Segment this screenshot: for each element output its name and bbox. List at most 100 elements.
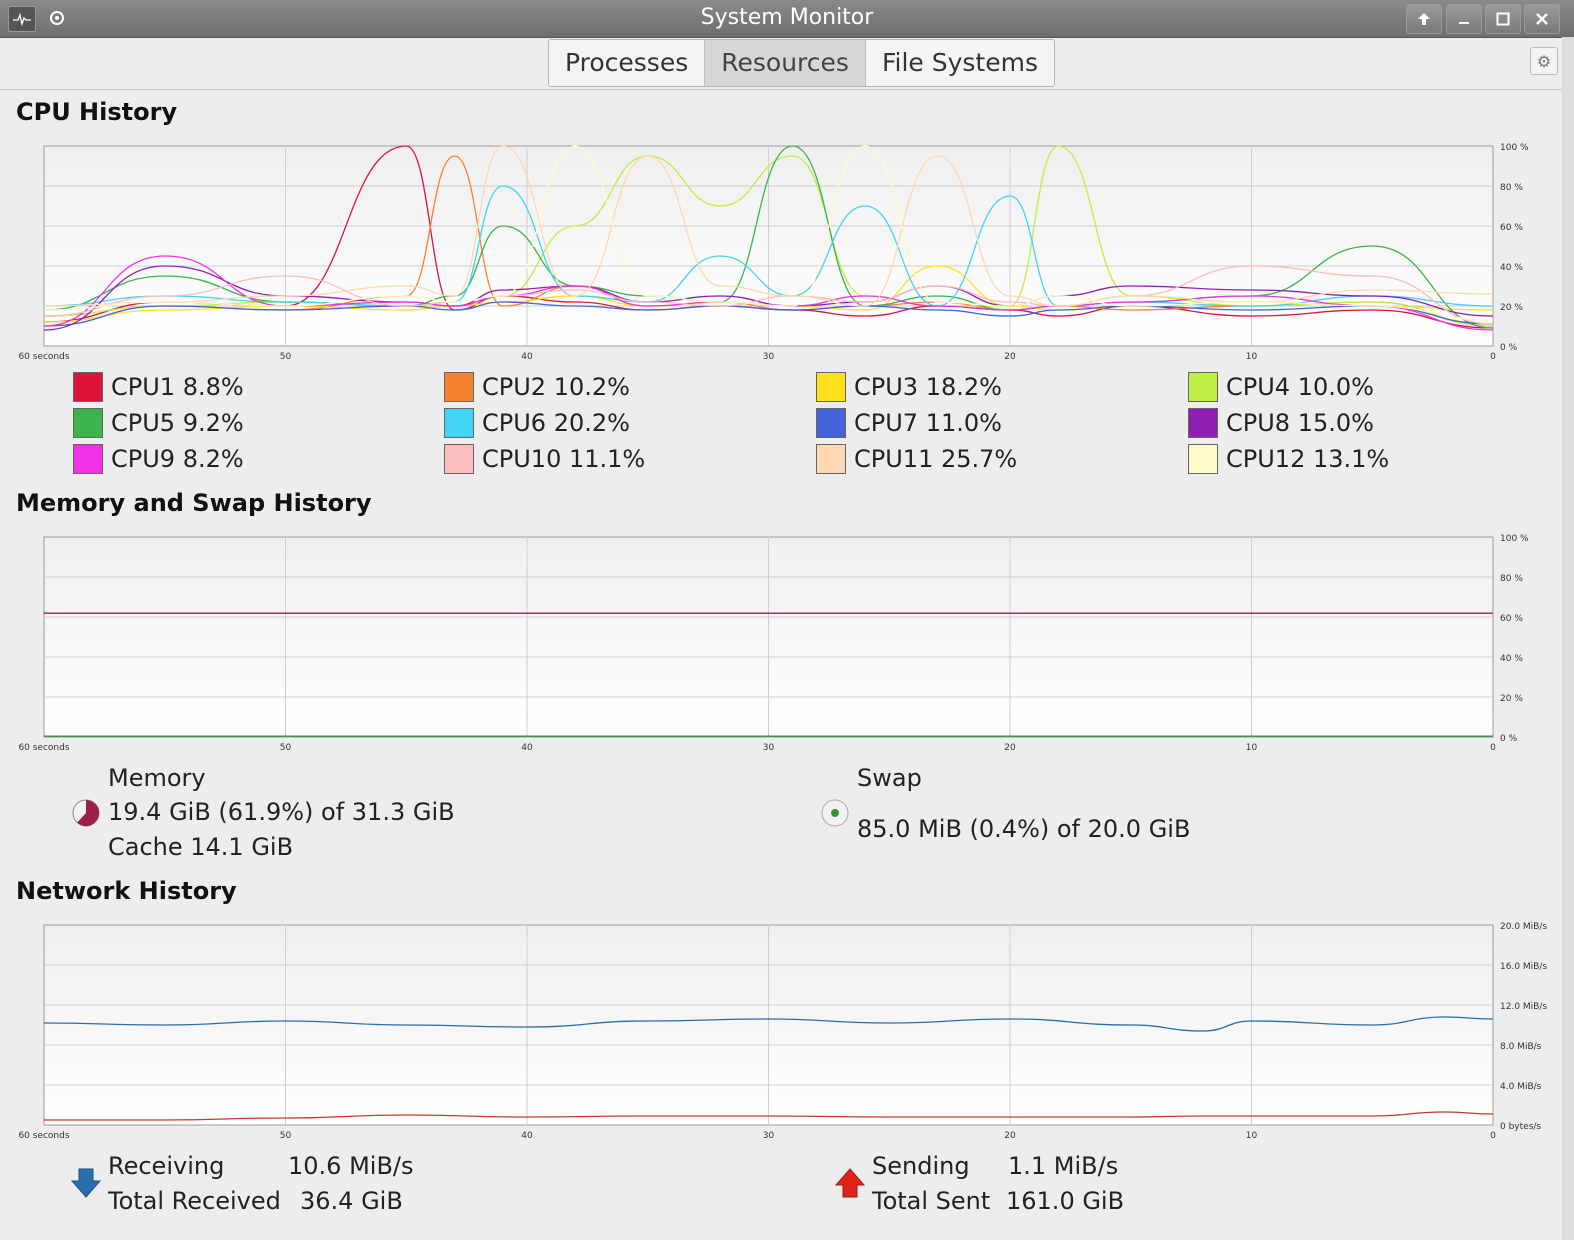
- cpu6-color-swatch[interactable]: [444, 408, 474, 438]
- y-tick-label: 4.0 MiB/s: [1500, 1082, 1542, 1092]
- total-received-label: Total Received: [108, 1187, 281, 1215]
- tab-resources[interactable]: Resources: [705, 40, 866, 86]
- receiving-arrow-icon[interactable]: [71, 1167, 101, 1199]
- y-tick-label: 100 %: [1500, 534, 1529, 544]
- y-tick-label: 20.0 MiB/s: [1500, 922, 1547, 932]
- gear-icon[interactable]: ⚙: [1530, 47, 1558, 75]
- series-line-cpu11: [43, 145, 1494, 307]
- cpu9-label: CPU9 8.2%: [111, 445, 244, 473]
- x-tick-label: 0: [1490, 743, 1496, 753]
- sending-arrow-icon[interactable]: [835, 1167, 865, 1199]
- y-tick-label: 60 %: [1500, 223, 1523, 233]
- x-tick-label: 50: [280, 1131, 292, 1141]
- receiving-rate: 10.6 MiB/s: [288, 1152, 414, 1180]
- app-icon[interactable]: [8, 6, 36, 32]
- legend-item-cpu1[interactable]: CPU1 8.8%: [73, 370, 244, 404]
- swap-pie-icon[interactable]: [820, 798, 850, 828]
- legend-item-cpu8[interactable]: CPU8 15.0%: [1188, 406, 1374, 440]
- x-tick-label: 30: [763, 352, 775, 362]
- series-line-sending: [44, 1111, 1494, 1121]
- legend-item-cpu4[interactable]: CPU4 10.0%: [1188, 370, 1374, 404]
- cpu8-color-swatch[interactable]: [1188, 408, 1218, 438]
- tab-file-systems[interactable]: File Systems: [881, 48, 1038, 77]
- x-tick-label: 40: [521, 1131, 533, 1141]
- y-tick-label: 100 %: [1500, 143, 1529, 153]
- cpu1-color-swatch[interactable]: [73, 372, 103, 402]
- close-icon[interactable]: [1524, 4, 1560, 34]
- legend-item-cpu3[interactable]: CPU3 18.2%: [816, 370, 1002, 404]
- tab-processes[interactable]: Processes: [549, 40, 706, 86]
- legend-item-cpu12[interactable]: CPU12 13.1%: [1188, 442, 1389, 476]
- cpu10-color-swatch[interactable]: [444, 444, 474, 474]
- total-sent-value: 161.0 GiB: [1006, 1187, 1125, 1215]
- network-history-graph: 60 seconds 50 40 30 20 10 0 20.0 MiB/s 16.0 MiB/…: [18, 922, 1547, 1141]
- x-tick-label: 50: [280, 352, 292, 362]
- cpu5-color-swatch[interactable]: [73, 408, 103, 438]
- swap-usage-value: 85.0 MiB (0.4%) of 20.0 GiB: [857, 815, 1191, 843]
- memory-label: Memory: [108, 764, 206, 792]
- receiving-label: Receiving: [108, 1152, 225, 1180]
- cpu11-label: CPU11 25.7%: [854, 445, 1018, 473]
- memory-history-graph: 60 seconds 50 40 30 20 10 0 100 % 80 % 60 % 40 % 20…: [18, 534, 1529, 753]
- cpu12-color-swatch[interactable]: [1188, 444, 1218, 474]
- y-tick-label: 0 bytes/s: [1500, 1122, 1541, 1132]
- maximize-icon[interactable]: [1485, 4, 1521, 34]
- y-tick-label: 60 %: [1500, 614, 1523, 624]
- total-sent-label: Total Sent: [872, 1187, 991, 1215]
- y-tick-label: 40 %: [1500, 263, 1523, 273]
- cpu7-color-swatch[interactable]: [816, 408, 846, 438]
- cpu7-label: CPU7 11.0%: [854, 409, 1002, 437]
- cpu1-label: CPU1 8.8%: [111, 373, 244, 401]
- keep-above-icon[interactable]: [1406, 4, 1442, 34]
- cpu11-color-swatch[interactable]: [816, 444, 846, 474]
- cpu9-color-swatch[interactable]: [73, 444, 103, 474]
- cpu2-label: CPU2 10.2%: [482, 373, 630, 401]
- legend-item-cpu11[interactable]: CPU11 25.7%: [816, 442, 1017, 476]
- cpu3-color-swatch[interactable]: [816, 372, 846, 402]
- x-tick-label: 30: [763, 1131, 775, 1141]
- legend-item-cpu10[interactable]: CPU10 11.1%: [444, 442, 645, 476]
- y-tick-label: 8.0 MiB/s: [1500, 1042, 1542, 1052]
- x-tick-label: 60 seconds: [18, 1131, 69, 1141]
- menu-icon[interactable]: [44, 6, 70, 30]
- title-bar[interactable]: System Monitor: [0, 0, 1574, 38]
- cpu2-color-swatch[interactable]: [444, 372, 474, 402]
- cpu-history-graph: 60 seconds 50 40 30 20 10 0 100 % 80 % 60 % 40 % 20…: [18, 143, 1529, 362]
- cpu4-label: CPU4 10.0%: [1226, 373, 1374, 401]
- memory-cache-value: Cache 14.1 GiB: [108, 833, 294, 861]
- series-line-cpu12: [43, 145, 1494, 321]
- cpu5-label: CPU5 9.2%: [111, 409, 244, 437]
- minimize-icon[interactable]: [1446, 4, 1482, 34]
- y-tick-label: 0 %: [1500, 343, 1518, 353]
- legend-item-cpu5[interactable]: CPU5 9.2%: [73, 406, 244, 440]
- cpu-legend: CPU1 8.8% CPU2 10.2% CPU3 18.2% CPU4 10.…: [0, 370, 1574, 482]
- toolbar: Processes Resources File Systems ⚙: [0, 37, 1574, 90]
- y-tick-label: 0 %: [1500, 734, 1518, 744]
- sending-label: Sending: [872, 1152, 970, 1180]
- total-received-value: 36.4 GiB: [300, 1187, 403, 1215]
- cpu12-label: CPU12 13.1%: [1226, 445, 1390, 473]
- legend-item-cpu9[interactable]: CPU9 8.2%: [73, 442, 244, 476]
- window-title: System Monitor: [700, 5, 874, 30]
- cpu10-label: CPU10 11.1%: [482, 445, 646, 473]
- y-tick-label: 80 %: [1500, 183, 1523, 193]
- cpu4-color-swatch[interactable]: [1188, 372, 1218, 402]
- memory-pie-icon[interactable]: [71, 798, 101, 828]
- sending-rate: 1.1 MiB/s: [1008, 1152, 1119, 1180]
- legend-item-cpu7[interactable]: CPU7 11.0%: [816, 406, 1002, 440]
- x-tick-label: 20: [1004, 743, 1016, 753]
- series-line-cpu7: [43, 301, 1494, 327]
- memory-usage-value: 19.4 GiB (61.9%) of 31.3 GiB: [108, 798, 455, 826]
- x-tick-label: 40: [521, 743, 533, 753]
- legend-item-cpu6[interactable]: CPU6 20.2%: [444, 406, 630, 440]
- x-tick-label: 60 seconds: [18, 352, 69, 362]
- y-tick-label: 40 %: [1500, 654, 1523, 664]
- legend-item-cpu2[interactable]: CPU2 10.2%: [444, 370, 630, 404]
- series-line-receiving: [43, 1016, 1494, 1032]
- x-tick-label: 0: [1490, 1131, 1496, 1141]
- cpu8-label: CPU8 15.0%: [1226, 409, 1374, 437]
- y-tick-label: 16.0 MiB/s: [1500, 962, 1547, 972]
- x-tick-label: 60 seconds: [18, 743, 69, 753]
- series-line-cpu8: [43, 265, 1494, 331]
